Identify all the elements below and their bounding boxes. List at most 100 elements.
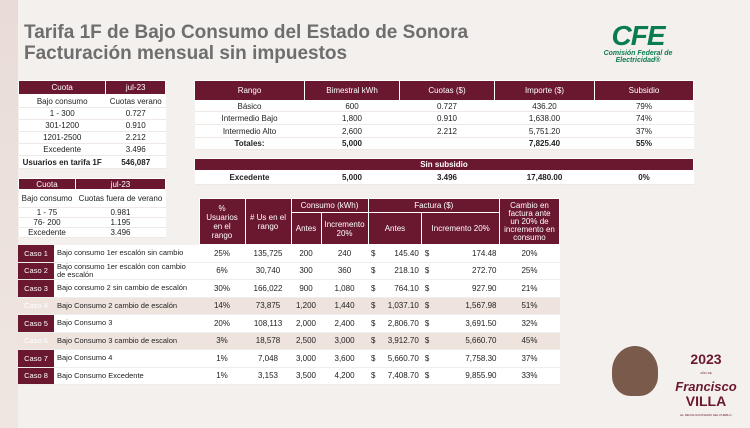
currency-symbol: $	[421, 244, 439, 263]
currency-symbol: $	[421, 262, 439, 280]
users-cell: 108,113	[245, 314, 291, 333]
kwh-before: 200	[291, 244, 321, 263]
cell: Intermedio Alto	[194, 124, 305, 138]
year-emblem: 2023 AÑO DE Francisco VILLA EL REVOLUCIO…	[664, 352, 748, 422]
case-row: Caso 7 Bajo Consumo 4 1% 7,048 3,000 3,600 $5,…	[18, 349, 560, 368]
cell: 2.212	[399, 124, 495, 138]
kwh-before: 300	[291, 262, 321, 280]
bill-before: 1,037.10	[379, 297, 422, 315]
cell: Intermedio Bajo	[194, 111, 305, 125]
rate-cell: 0.981	[75, 207, 166, 218]
kwh-increase: 3,600	[321, 349, 369, 368]
users-value: 546,087	[105, 155, 166, 169]
th-rango: Rango	[194, 80, 305, 101]
rate-cell: 3.496	[105, 143, 166, 156]
kwh-increase: 360	[321, 262, 369, 280]
cell: 74%	[594, 111, 694, 125]
kwh-increase: 3,000	[321, 332, 369, 350]
sub-header: Bajo consumo	[18, 94, 106, 108]
th-cuota: Cuota	[18, 178, 76, 190]
emblem-name-1: Francisco	[675, 379, 737, 394]
bill-before: 3,912.70	[379, 332, 422, 350]
range-cell: Excedente	[18, 227, 76, 238]
range-cell: 76- 200	[18, 217, 76, 228]
cell: 5,000	[304, 170, 400, 185]
left-decorative-band	[0, 0, 18, 428]
bill-increase: 3,691.50	[438, 314, 500, 333]
case-row: Caso 5 Bajo Consumo 3 20% 108,113 2,000 2,400…	[18, 314, 560, 333]
emblem-small-text: AÑO DE	[700, 371, 712, 375]
cell: 600	[304, 100, 400, 112]
th-incremento-factura: Incremento 20%	[421, 212, 500, 245]
bill-increase: 9,855.90	[438, 367, 500, 385]
users-cell: 135,725	[245, 244, 291, 263]
bill-increase: 1,567.98	[438, 297, 500, 315]
change-cell: 20%	[499, 244, 560, 263]
bill-increase: 174.48	[438, 244, 500, 263]
cell: 1,638.00	[494, 111, 595, 125]
no-subsidy-header: Sin subsidio	[194, 158, 694, 171]
case-label: Caso 7	[18, 349, 54, 368]
change-cell: 37%	[499, 349, 560, 368]
sub-header: Cuotas fuera de verano	[75, 189, 166, 208]
case-row: Caso 3 Bajo consumo 2 sin cambio de escal…	[18, 279, 560, 298]
range-cell: Excedente	[18, 143, 106, 156]
kwh-increase: 1,440	[321, 297, 369, 315]
bill-before: 145.40	[379, 244, 422, 263]
users-cell: 7,048	[245, 349, 291, 368]
title-line-1: Tarifa 1F de Bajo Consumo del Estado de …	[24, 22, 469, 43]
case-description: Bajo consumo 1er escalón con cambio de e…	[54, 262, 199, 280]
currency-symbol: $	[368, 244, 380, 263]
users-cell: 18,578	[245, 332, 291, 350]
cases-table: % Usuarios en el rango # Us en el rango …	[18, 198, 560, 385]
case-label: Caso 2	[18, 262, 54, 280]
change-cell: 21%	[499, 279, 560, 298]
kwh-before: 2,000	[291, 314, 321, 333]
cell: 0%	[594, 170, 694, 185]
kwh-increase: 4,200	[321, 367, 369, 385]
kwh-increase: 240	[321, 244, 369, 263]
non-summer-tariff-table: Cuota jul-23 Bajo consumo Cuotas fuera de …	[18, 178, 167, 238]
bill-increase: 272.70	[438, 262, 500, 280]
cell: 55%	[594, 137, 694, 150]
rate-cell: 0.910	[105, 119, 166, 132]
cfe-logo: CFE Comisión Federal de Electricidad®	[583, 20, 693, 65]
page-title: Tarifa 1F de Bajo Consumo del Estado de …	[24, 22, 468, 64]
th-incremento: Incremento 20%	[320, 212, 369, 245]
cell: 5,751.20	[494, 124, 595, 138]
cell: 2,600	[304, 124, 400, 138]
case-label: Caso 4	[18, 297, 54, 315]
bill-increase: 7,758.30	[438, 349, 500, 368]
rate-cell: 2.212	[105, 131, 166, 144]
totals-label: Totales:	[194, 137, 305, 150]
th-importe: Importe ($)	[494, 80, 595, 101]
case-row: Caso 4 Bajo Consumo 2 cambio de escalón 14…	[18, 297, 560, 315]
pct-cell: 1%	[199, 367, 245, 385]
users-cell: 166,022	[245, 279, 291, 298]
summer-tariff-table: Cuota jul-23 Bajo consumo Cuotas verano 1 …	[17, 80, 166, 169]
cell: 79%	[594, 100, 694, 112]
cell: 436.20	[494, 100, 595, 112]
kwh-increase: 2,400	[321, 314, 369, 333]
users-cell: 3,153	[245, 367, 291, 385]
change-cell: 32%	[499, 314, 560, 333]
cfe-logo-text: CFE	[611, 20, 666, 51]
emblem-tagline: EL REVOLUCIONARIO DEL PUEBLO	[680, 413, 732, 417]
th-factura: Factura ($)	[367, 198, 501, 213]
case-description: Bajo Consumo 2 cambio de escalón	[54, 297, 199, 315]
range-cell: 1201-2500	[18, 131, 106, 144]
case-label: Caso 5	[18, 314, 54, 333]
currency-symbol: $	[421, 332, 439, 350]
case-row: Caso 2 Bajo consumo 1er escalón con cambi…	[18, 262, 560, 280]
cell	[399, 137, 495, 150]
kwh-before: 2,500	[291, 332, 321, 350]
pct-cell: 30%	[199, 279, 245, 298]
rate-cell: 3.496	[75, 227, 166, 238]
cell: 5,000	[304, 137, 400, 150]
title-line-2: Facturación mensual sin impuestos	[24, 43, 348, 64]
currency-symbol: $	[368, 279, 380, 298]
bimonthly-range-table: Rango Bimestral kWh Cuotas ($) Importe (…	[194, 80, 694, 150]
sub-header: Bajo consumo	[18, 189, 76, 208]
pct-cell: 14%	[199, 297, 245, 315]
th-num-users: # Us en el rango	[244, 198, 292, 245]
